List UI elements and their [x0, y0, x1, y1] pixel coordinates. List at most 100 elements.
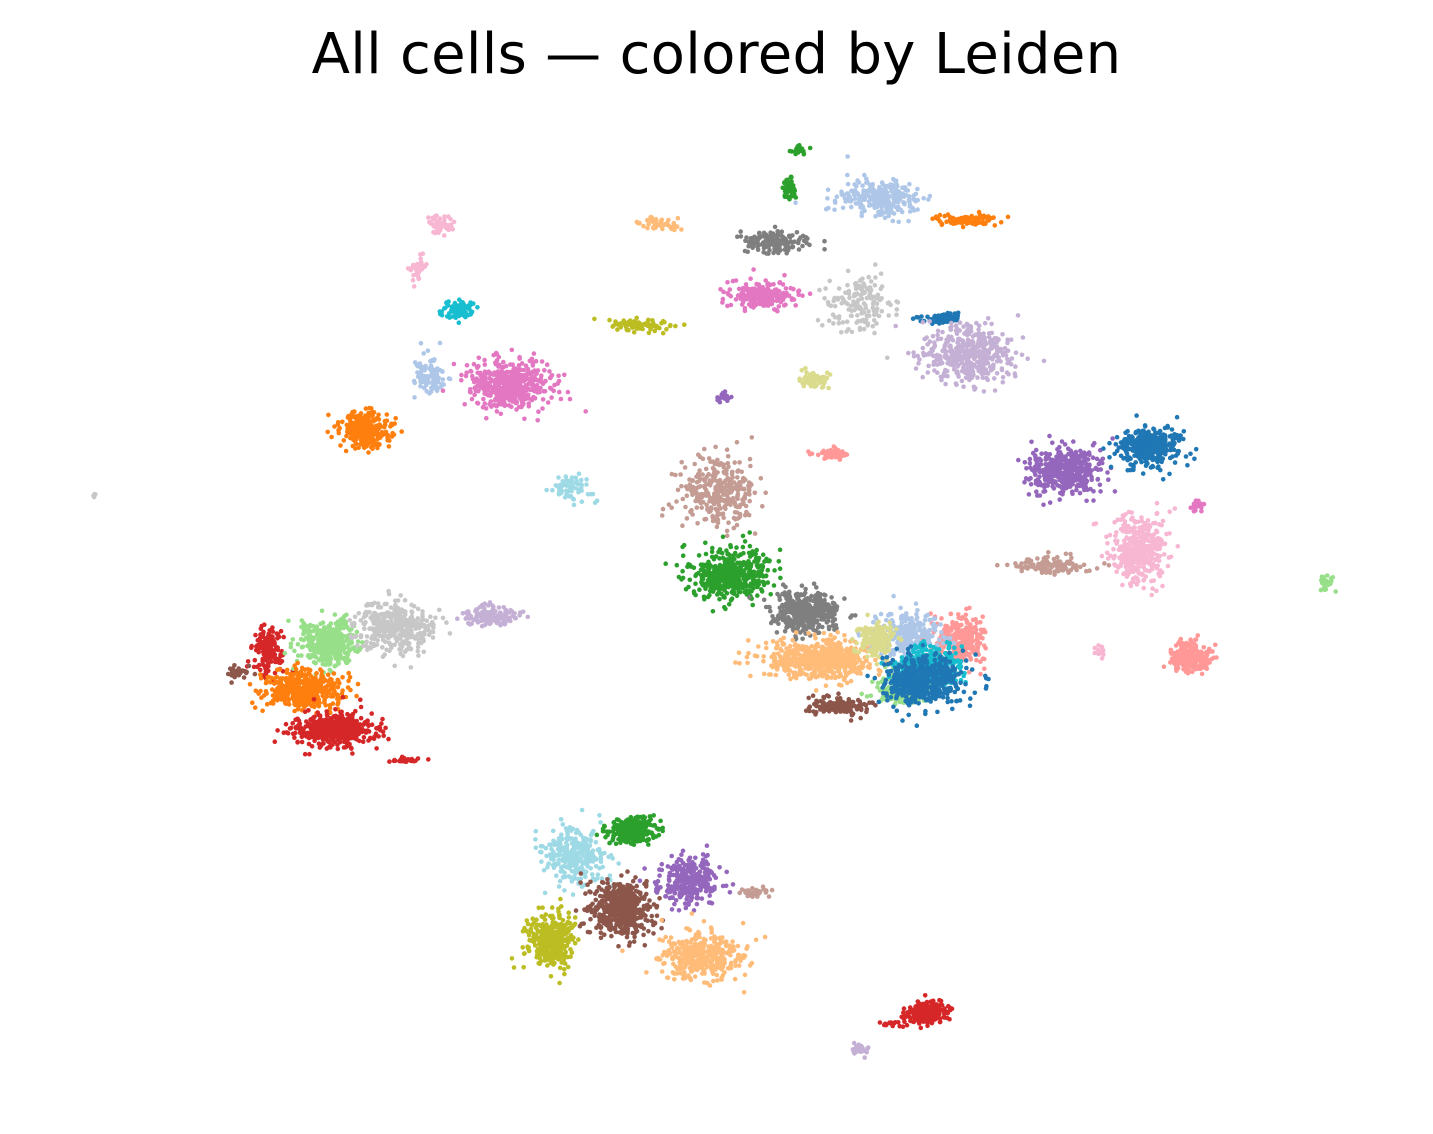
cell-point — [802, 590, 808, 596]
cell-point — [776, 297, 781, 303]
cell-point — [925, 342, 930, 347]
cell-point — [723, 506, 728, 512]
cell-point — [682, 465, 688, 470]
cell-point — [740, 497, 745, 503]
cell-point — [948, 628, 954, 633]
cell-point — [838, 641, 843, 647]
cell-point — [524, 371, 530, 377]
cell-point — [496, 381, 501, 387]
cell-point — [721, 289, 726, 295]
cell-point — [550, 487, 555, 493]
cell-point — [719, 497, 724, 503]
cell-point — [842, 196, 848, 201]
cell-point — [338, 443, 343, 448]
cell-point — [992, 335, 998, 341]
cell-point — [556, 373, 561, 379]
cell-point — [974, 657, 979, 663]
cell-point — [868, 279, 874, 284]
cell-point — [542, 389, 548, 394]
cell-point — [494, 409, 500, 414]
cell-point — [885, 355, 890, 361]
cell-point — [855, 697, 861, 703]
cell-point — [771, 282, 776, 287]
cell-point — [769, 301, 775, 307]
cell-point — [783, 620, 789, 625]
cell-point — [747, 595, 752, 600]
cell-point — [768, 608, 773, 614]
cell-point — [796, 247, 802, 252]
cell-point — [842, 596, 847, 601]
cell-point — [820, 323, 825, 328]
cell-point — [945, 315, 950, 321]
cell-point — [777, 547, 783, 553]
cell-point — [955, 339, 961, 344]
cell-point — [1019, 352, 1025, 358]
cell-point — [915, 353, 920, 359]
cell-point — [733, 278, 739, 283]
cell-point — [845, 172, 850, 178]
cell-point — [893, 323, 898, 329]
cell-point — [770, 293, 775, 298]
cell-point — [733, 660, 738, 665]
cell-point — [764, 645, 769, 651]
cell-point — [377, 422, 382, 427]
cell-point — [483, 391, 488, 396]
cell-point — [867, 285, 873, 290]
cell-point — [718, 287, 723, 292]
cell-point — [902, 201, 907, 207]
cell-point — [437, 340, 443, 346]
cell-point — [368, 432, 373, 438]
cell-point — [1025, 356, 1030, 362]
cell-point — [822, 296, 827, 301]
cell-point — [392, 421, 398, 426]
cell-point — [878, 271, 884, 277]
cell-point — [725, 454, 731, 459]
cell-point — [393, 416, 399, 421]
cell-point — [866, 199, 872, 204]
cell-point — [832, 635, 837, 640]
cell-point — [649, 219, 654, 224]
cell-point — [961, 384, 966, 390]
cell-point — [481, 396, 486, 402]
cell-point — [717, 477, 723, 483]
cell-point — [371, 419, 376, 424]
cell-point — [684, 516, 690, 521]
cell-point — [963, 369, 968, 374]
cell-point — [860, 318, 865, 324]
cell-point — [838, 663, 843, 668]
cell-point — [866, 274, 871, 280]
cell-point — [927, 319, 932, 324]
cell-point — [742, 308, 748, 314]
cell-point — [925, 314, 930, 320]
cluster-points — [592, 315, 687, 336]
cell-point — [804, 376, 810, 381]
cell-point — [1002, 345, 1008, 351]
cell-point — [770, 231, 776, 236]
cell-point — [800, 243, 805, 249]
cell-point — [844, 319, 850, 325]
cell-point — [365, 418, 370, 424]
cell-point — [864, 295, 870, 301]
cell-point — [834, 194, 840, 199]
cell-point — [1008, 337, 1014, 343]
cell-point — [959, 622, 964, 628]
cell-point — [650, 318, 655, 323]
cell-point — [790, 637, 795, 643]
cell-point — [882, 215, 888, 221]
cell-point — [825, 196, 830, 201]
cell-point — [500, 389, 506, 395]
cell-point — [767, 605, 772, 610]
cell-point — [434, 213, 439, 218]
cell-point — [780, 293, 785, 298]
cell-point — [382, 422, 388, 427]
cell-point — [864, 658, 869, 663]
cell-point — [845, 268, 851, 274]
cell-point — [708, 480, 714, 485]
cell-point — [980, 375, 986, 381]
cell-point — [950, 337, 956, 343]
cell-point — [478, 370, 483, 376]
cell-point — [827, 278, 832, 284]
cell-point — [949, 320, 954, 326]
cell-point — [765, 283, 771, 288]
cell-point — [801, 599, 807, 605]
